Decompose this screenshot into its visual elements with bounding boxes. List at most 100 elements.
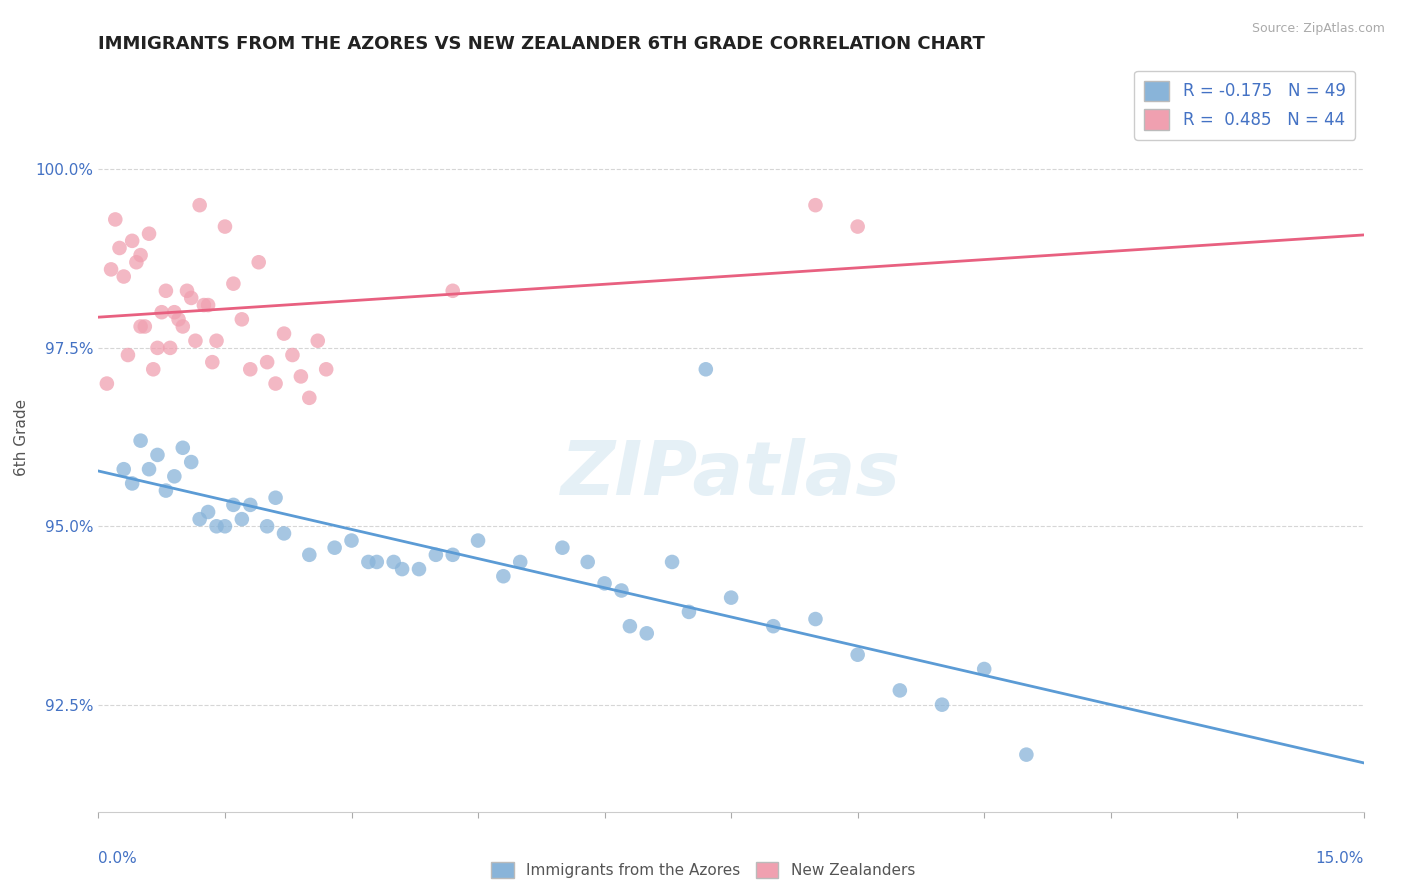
Point [256,519,278,533]
Legend: Immigrants from the Azores, New Zealanders: Immigrants from the Azores, New Zealande… [485,856,921,884]
Point [307,334,329,348]
Point [201,355,224,369]
Point [214,519,236,533]
Point [366,555,388,569]
Text: 0.0%: 0.0% [98,851,138,865]
Point [188,198,211,212]
Point [661,555,683,569]
Point [382,555,405,569]
Point [973,662,995,676]
Point [492,569,515,583]
Point [256,355,278,369]
Point [391,562,413,576]
Point [96,376,118,391]
Point [509,555,531,569]
Point [129,319,152,334]
Text: Source: ZipAtlas.com: Source: ZipAtlas.com [1251,22,1385,36]
Point [695,362,717,376]
Point [264,491,287,505]
Point [720,591,742,605]
Point [163,305,186,319]
Point [129,248,152,262]
Point [273,526,295,541]
Point [172,441,194,455]
Point [239,362,262,376]
Point [100,262,122,277]
Point [576,555,599,569]
Y-axis label: 6th Grade: 6th Grade [14,399,28,475]
Point [176,284,198,298]
Point [180,455,202,469]
Point [762,619,785,633]
Point [146,448,169,462]
Point [146,341,169,355]
Point [247,255,270,269]
Point [610,583,633,598]
Point [1015,747,1038,762]
Point [290,369,312,384]
Point [441,284,464,298]
Point [150,305,173,319]
Point [172,319,194,334]
Point [298,391,321,405]
Point [408,562,430,576]
Point [264,376,287,391]
Point [112,269,135,284]
Point [846,219,869,234]
Point [155,284,177,298]
Text: IMMIGRANTS FROM THE AZORES VS NEW ZEALANDER 6TH GRADE CORRELATION CHART: IMMIGRANTS FROM THE AZORES VS NEW ZEALAN… [98,35,986,53]
Point [931,698,953,712]
Point [104,212,127,227]
Point [340,533,363,548]
Point [281,348,304,362]
Point [129,434,152,448]
Point [678,605,700,619]
Point [804,612,827,626]
Point [184,334,207,348]
Point [593,576,616,591]
Point [357,555,380,569]
Point [188,512,211,526]
Text: ZIPatlas: ZIPatlas [561,438,901,511]
Point [117,348,139,362]
Point [138,462,160,476]
Point [441,548,464,562]
Point [298,548,321,562]
Point [323,541,346,555]
Point [231,512,253,526]
Point [125,255,148,269]
Point [239,498,262,512]
Point [138,227,160,241]
Point [180,291,202,305]
Point [197,298,219,312]
Point [889,683,911,698]
Point [273,326,295,341]
Point [205,519,228,533]
Point [804,198,827,212]
Point [193,298,215,312]
Point [112,462,135,476]
Point [205,334,228,348]
Point [619,619,641,633]
Point [467,533,489,548]
Point [159,341,181,355]
Point [121,234,143,248]
Point [551,541,574,555]
Point [134,319,156,334]
Point [425,548,447,562]
Point [121,476,143,491]
Point [214,219,236,234]
Point [636,626,658,640]
Point [222,277,245,291]
Point [846,648,869,662]
Point [167,312,190,326]
Point [142,362,165,376]
Point [315,362,337,376]
Point [222,498,245,512]
Point [163,469,186,483]
Point [197,505,219,519]
Point [155,483,177,498]
Legend: R = -0.175   N = 49, R =  0.485   N = 44: R = -0.175 N = 49, R = 0.485 N = 44 [1135,70,1355,140]
Point [231,312,253,326]
Point [108,241,131,255]
